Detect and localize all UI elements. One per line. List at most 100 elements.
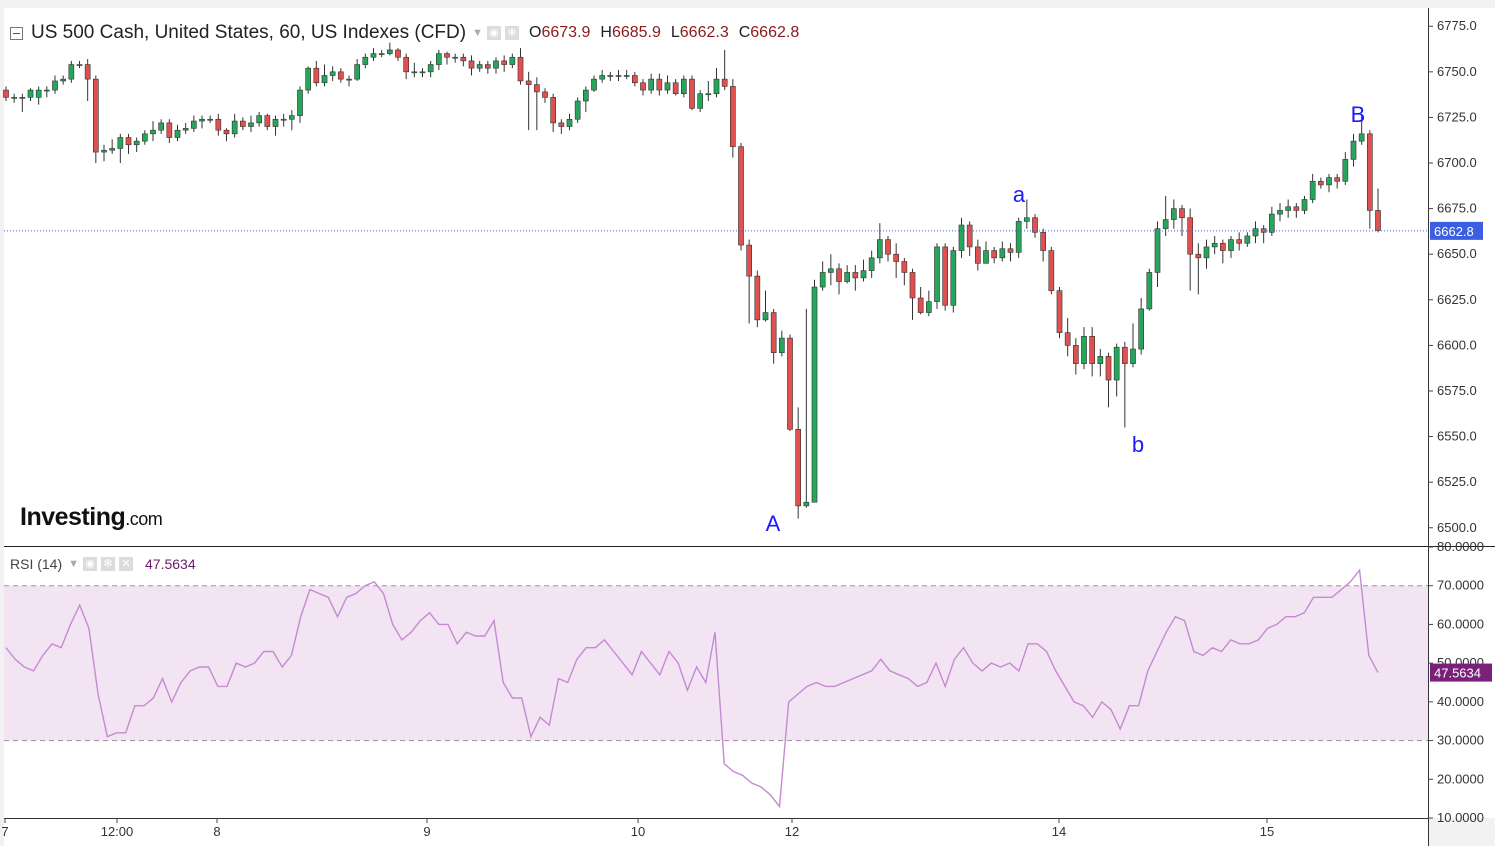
candle-body (1089, 335, 1095, 364)
candle-body (1236, 239, 1242, 244)
candle (623, 70, 630, 80)
candle (762, 290, 769, 322)
candle-body (248, 122, 254, 127)
candle-body (411, 71, 418, 74)
candle (664, 75, 671, 94)
eye-icon[interactable]: ◉ (83, 557, 98, 571)
candle (803, 308, 810, 508)
candle (901, 257, 908, 286)
price-tick-label: 6700.0 (1437, 155, 1477, 170)
eye-icon[interactable]: ◉ (486, 26, 501, 40)
candle (811, 279, 818, 503)
chart-title: US 500 Cash, United States, 60, US Index… (31, 22, 467, 43)
candle (828, 254, 834, 286)
candle-body (754, 275, 761, 321)
candle-body (615, 75, 622, 77)
candle-body (52, 80, 58, 91)
candle-body (640, 82, 646, 91)
low-value: 6662.3 (679, 24, 729, 41)
candle (346, 75, 352, 87)
rsi-value-tag-label: 47.5634 (1434, 666, 1481, 681)
candle (1138, 297, 1144, 355)
high-label: H (600, 24, 612, 41)
candle (1211, 235, 1218, 255)
candle-body (648, 78, 654, 91)
candle (1064, 318, 1071, 357)
price-axis[interactable] (1429, 8, 1495, 818)
candle-body (1138, 308, 1144, 350)
candle (338, 68, 344, 83)
candle-body (1277, 210, 1283, 215)
candle-body (476, 64, 483, 69)
logo-suffix: .com (125, 509, 163, 529)
time-axis[interactable] (4, 819, 1428, 846)
candle-body (893, 253, 899, 262)
candle (770, 308, 777, 364)
candle-body (1064, 332, 1071, 346)
candle (926, 290, 932, 317)
candle-body (493, 60, 499, 69)
candle (215, 113, 222, 136)
candle (1342, 152, 1349, 185)
candle-body (460, 56, 467, 62)
candle (1318, 177, 1324, 189)
candle-body (27, 89, 34, 98)
candle-body (378, 53, 385, 55)
candle-body (125, 137, 132, 146)
candle-body (84, 64, 91, 80)
candle-body (803, 501, 810, 507)
candle-body (272, 118, 279, 127)
candle (632, 71, 638, 87)
candle (158, 119, 164, 134)
candle-body (133, 140, 140, 146)
candle-body (1032, 217, 1038, 233)
rsi-tick-label: 10.0000 (1437, 810, 1484, 825)
candle-body (574, 100, 581, 120)
candle (11, 93, 17, 103)
candle-body (1293, 206, 1300, 211)
candle-body (223, 129, 230, 135)
candle (1195, 243, 1202, 295)
candle (280, 113, 287, 127)
candle (1171, 199, 1177, 229)
chevron-down-icon[interactable]: ▼ (472, 27, 483, 39)
candle-body (166, 122, 173, 138)
candle (648, 73, 654, 94)
candle (779, 330, 785, 357)
gear-icon[interactable]: ✻ (101, 557, 116, 571)
candle-body (1146, 272, 1153, 310)
candle-body (174, 129, 181, 138)
candle (501, 55, 507, 72)
candle (1081, 327, 1087, 370)
gear-icon[interactable]: ✻ (504, 26, 519, 40)
collapse-icon[interactable] (10, 26, 23, 40)
candle (1309, 173, 1316, 204)
candle (240, 117, 246, 131)
candle-body (852, 272, 859, 279)
candle-body (795, 428, 801, 507)
candle (174, 124, 181, 142)
candle-body (1358, 133, 1365, 142)
close-icon[interactable]: ✕ (119, 557, 134, 571)
candle (566, 113, 573, 131)
logo-name: Investing (20, 503, 126, 531)
ohlc-low: L6662.3 (671, 24, 729, 42)
candle-body (1056, 290, 1063, 333)
candle (689, 75, 695, 111)
candle (444, 51, 450, 65)
candle (787, 334, 793, 432)
candle-body (1367, 133, 1373, 211)
rsi-tick-label: 80.0000 (1437, 539, 1484, 554)
candle (476, 60, 483, 72)
candle-body (877, 239, 883, 259)
candle-body (93, 78, 99, 153)
candle (1277, 203, 1283, 222)
candle-body (329, 71, 336, 76)
candle (1179, 204, 1185, 236)
candle-body (1269, 213, 1275, 233)
candle-body (101, 149, 107, 153)
candle-body (1211, 242, 1218, 248)
chevron-down-icon[interactable]: ▼ (68, 558, 80, 570)
candle-body (583, 89, 589, 102)
